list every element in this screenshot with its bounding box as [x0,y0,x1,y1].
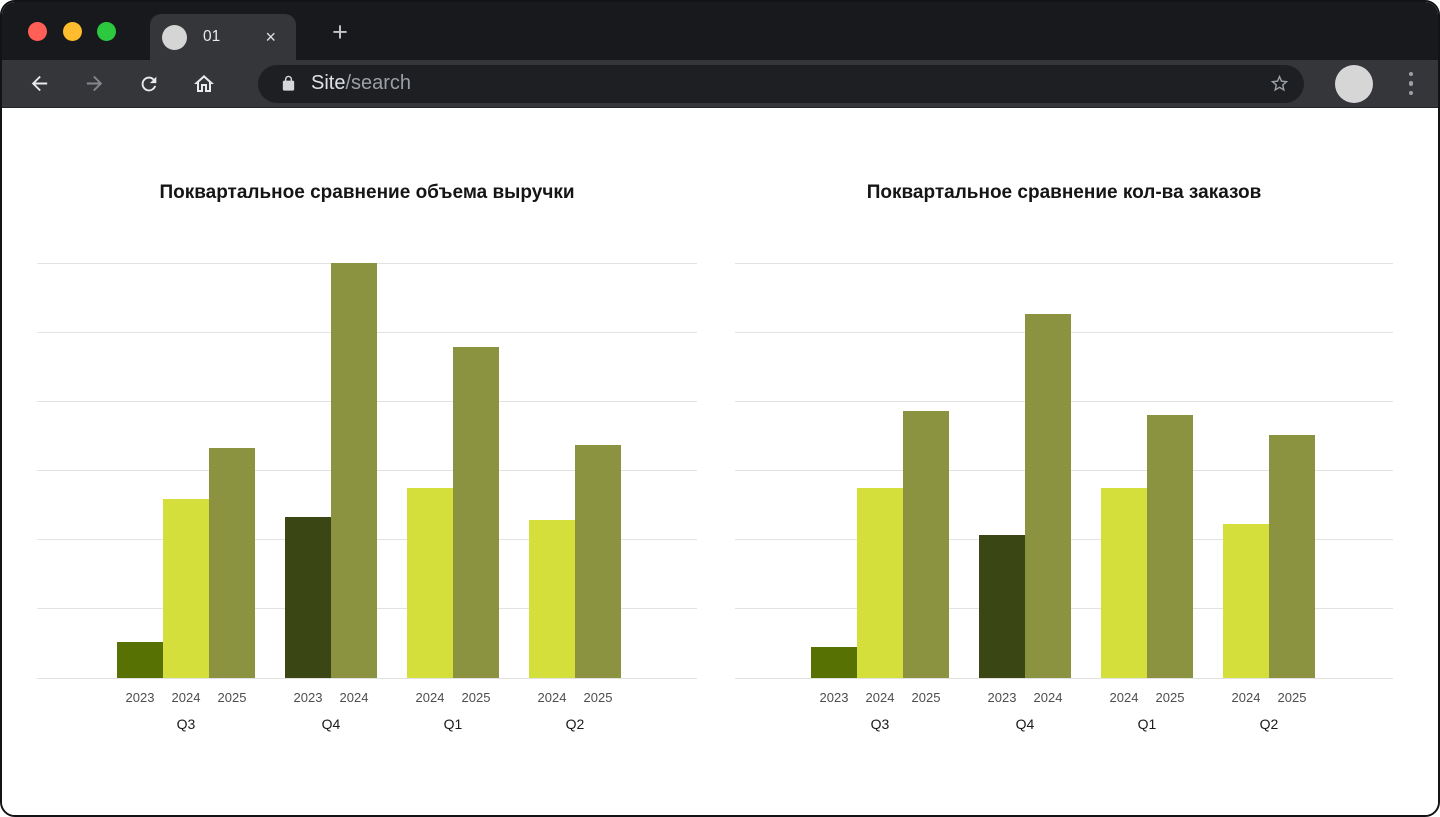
quarter-label: Q3 [176,716,196,732]
quarter-label: Q2 [1259,716,1279,732]
year-label: 2024 [1231,690,1261,705]
back-button[interactable] [17,62,61,106]
browser-toolbar: Site/search [2,60,1438,108]
year-label: 2024 [1109,690,1139,705]
bookmark-star-button[interactable] [1269,73,1290,94]
bar-Q3-2024 [163,499,209,678]
bar-Q2-2025 [1269,435,1315,678]
year-label: 2025 [911,690,941,705]
bar-group-Q4: 2023 2024 Q4 [979,263,1071,732]
bar-Q4-2024 [331,263,377,678]
star-icon [1270,74,1289,92]
bar-Q1-2024 [407,488,453,678]
year-label: 2025 [217,690,247,705]
bar-Q3-2025 [903,411,949,678]
year-label: 2024 [415,690,445,705]
browser-menu-button[interactable] [1404,71,1418,96]
bar-group-Q1: 2024 2025 Q1 [1101,263,1193,732]
orders-chart: Поквартальное сравнение кол-ва заказов 2… [735,182,1393,732]
quarter-label: Q1 [443,716,463,732]
bar-group-Q3: 2023 2024 2025 Q3 [811,263,949,732]
tab-close-button[interactable]: × [265,27,276,47]
url-path: /search [345,72,412,94]
window-close-button[interactable] [28,22,47,41]
browser-tab[interactable]: 01 × [150,14,296,60]
year-label: 2025 [583,690,613,705]
year-label: 2023 [819,690,849,705]
bar-Q2-2024 [529,520,575,678]
revenue-chart-title: Поквартальное сравнение объема выручки [159,182,575,203]
bar-group-Q2: 2024 2025 Q2 [529,263,621,732]
bar-Q3-2025 [209,448,255,678]
tab-title: 01 [203,28,221,45]
orders-plot-area: 2023 2024 2025 Q3 2023 2024 Q4 2024 2025 Q1 2024 20… [735,262,1393,732]
window-zoom-button[interactable] [97,22,116,41]
address-bar[interactable]: Site/search [258,64,1304,103]
bar-groups: 2023 2024 2025 Q3 2023 2024 Q4 2024 2025 Q1 2024 20… [37,263,697,732]
quarter-label: Q1 [1137,716,1157,732]
year-label: 2025 [1155,690,1185,705]
gridline [735,677,1393,679]
forward-button[interactable] [72,62,116,106]
back-icon [31,75,47,92]
new-tab-button[interactable]: + [332,16,348,47]
bar-Q3-2024 [857,488,903,678]
home-button[interactable] [182,62,226,106]
quarter-label: Q4 [321,716,341,732]
year-label: 2023 [987,690,1017,705]
bar-Q1-2025 [1147,415,1193,678]
bar-Q3-2023 [811,647,857,678]
year-label: 2023 [293,690,323,705]
bar-Q1-2025 [453,347,499,678]
year-label: 2024 [537,690,567,705]
bar-Q4-2023 [285,517,331,678]
bar-Q4-2023 [979,535,1025,678]
reload-icon [141,76,157,91]
reload-button[interactable] [127,62,171,106]
year-label: 2025 [461,690,491,705]
gridline [735,262,1393,264]
bar-group-Q2: 2024 2025 Q2 [1223,263,1315,732]
quarter-label: Q4 [1015,716,1035,732]
forward-icon [86,75,102,92]
year-label: 2024 [171,690,201,705]
url-site: Site [311,72,346,94]
bar-groups: 2023 2024 2025 Q3 2023 2024 Q4 2024 2025 Q1 2024 20… [735,263,1393,732]
bar-Q4-2024 [1025,314,1071,678]
favicon-icon [162,24,187,50]
profile-avatar[interactable] [1335,64,1373,103]
year-label: 2025 [1277,690,1307,705]
bar-group-Q1: 2024 2025 Q1 [407,263,499,732]
revenue-plot-area: 2023 2024 2025 Q3 2023 2024 Q4 2024 2025 Q1 2024 20… [37,262,697,732]
url-text: Site/search [311,72,411,95]
year-label: 2024 [1033,690,1063,705]
orders-chart-title: Поквартальное сравнение кол-ва заказов [866,182,1262,203]
bar-Q1-2024 [1101,488,1147,678]
bar-Q2-2024 [1223,524,1269,678]
revenue-chart: Поквартальное сравнение объема выручки 2… [37,182,697,732]
bar-group-Q4: 2023 2024 Q4 [285,263,377,732]
bar-group-Q3: 2023 2024 2025 Q3 [117,263,255,732]
year-label: 2024 [339,690,369,705]
year-label: 2023 [125,690,155,705]
home-icon [194,74,214,92]
year-label: 2024 [865,690,895,705]
quarter-label: Q3 [870,716,890,732]
window-minimize-button[interactable] [63,22,82,41]
quarter-label: Q2 [565,716,585,732]
lock-icon[interactable] [280,75,297,92]
bar-Q2-2025 [575,445,621,678]
tab-strip: 01 × + [2,2,1438,60]
gridline [37,677,697,679]
bar-Q3-2023 [117,642,163,678]
page-content: Поквартальное сравнение объема выручки 2… [2,108,1438,815]
